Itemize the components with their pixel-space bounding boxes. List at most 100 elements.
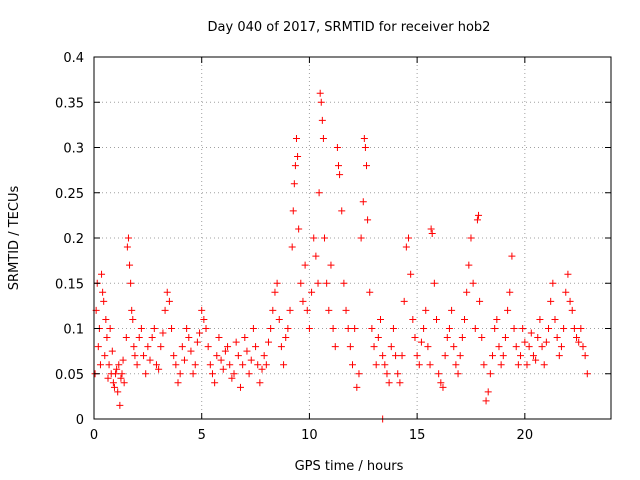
data-point xyxy=(517,352,525,360)
data-point xyxy=(291,162,299,170)
data-point xyxy=(137,325,145,332)
data-point xyxy=(243,347,251,355)
data-point xyxy=(308,288,316,296)
data-point xyxy=(547,297,555,305)
data-point xyxy=(570,325,578,332)
data-point xyxy=(262,361,270,369)
data-point xyxy=(128,306,136,314)
data-point xyxy=(119,356,127,364)
data-point xyxy=(131,352,139,360)
data-point xyxy=(327,261,335,269)
data-point xyxy=(357,234,365,242)
data-point xyxy=(346,343,354,351)
data-point xyxy=(140,352,148,360)
data-point xyxy=(583,370,591,378)
data-point xyxy=(573,334,581,342)
data-point xyxy=(206,361,214,369)
data-point xyxy=(180,356,188,364)
data-point xyxy=(360,134,368,142)
data-point xyxy=(555,352,563,360)
data-point xyxy=(312,252,320,260)
data-point xyxy=(471,325,479,332)
data-point xyxy=(113,365,121,373)
data-point xyxy=(260,352,268,360)
data-point xyxy=(284,325,292,332)
data-point xyxy=(441,352,449,360)
data-point xyxy=(422,306,430,314)
data-point xyxy=(152,361,160,369)
data-point xyxy=(120,379,128,387)
data-point xyxy=(122,334,130,342)
data-point xyxy=(435,370,443,378)
data-point xyxy=(529,352,537,360)
data-point xyxy=(501,334,509,342)
data-point xyxy=(340,279,348,287)
data-point xyxy=(491,325,499,332)
data-point xyxy=(428,229,436,237)
data-point xyxy=(407,270,415,278)
data-point xyxy=(106,325,114,332)
data-point xyxy=(512,343,520,351)
data-point xyxy=(133,361,141,369)
data-point xyxy=(288,243,296,251)
data-point xyxy=(103,334,111,342)
data-point xyxy=(185,334,193,342)
data-point xyxy=(264,338,272,346)
data-point xyxy=(545,325,553,332)
x-tick-label: 0 xyxy=(90,428,98,443)
data-point xyxy=(396,379,404,387)
data-point xyxy=(256,379,264,387)
data-point xyxy=(317,98,325,106)
data-point xyxy=(575,338,583,346)
x-tick-label: 15 xyxy=(409,428,426,443)
data-point xyxy=(427,225,435,233)
data-point xyxy=(514,361,522,369)
data-point xyxy=(289,207,297,215)
data-point xyxy=(473,216,481,224)
data-point xyxy=(370,343,378,351)
y-tick-label: 0.4 xyxy=(63,51,84,66)
chart-title: Day 040 of 2017, SRMTID for receiver hob… xyxy=(208,20,491,35)
data-point xyxy=(112,370,120,378)
data-point xyxy=(377,315,385,323)
x-axis-ticks: 0 5 10 15 20 xyxy=(90,57,533,443)
data-point xyxy=(430,279,438,287)
data-point xyxy=(469,279,477,287)
data-point xyxy=(254,361,262,369)
data-point xyxy=(101,352,109,360)
data-point xyxy=(159,329,167,337)
data-point xyxy=(387,343,395,351)
data-point xyxy=(130,343,138,351)
data-point xyxy=(475,211,483,219)
data-point xyxy=(392,352,400,360)
data-point xyxy=(94,343,102,351)
data-point xyxy=(413,352,421,360)
data-point xyxy=(523,361,531,369)
data-point xyxy=(424,343,432,351)
data-point xyxy=(204,343,212,351)
data-point xyxy=(454,370,462,378)
data-point xyxy=(443,334,451,342)
data-point xyxy=(99,288,107,296)
data-point xyxy=(351,325,359,332)
data-point xyxy=(445,325,453,332)
data-point xyxy=(282,334,290,342)
y-tick-label: 0.3 xyxy=(63,142,84,157)
data-point xyxy=(168,325,176,332)
data-point xyxy=(402,243,410,251)
data-point xyxy=(486,370,494,378)
data-point xyxy=(480,361,488,369)
data-point xyxy=(355,370,363,378)
data-point xyxy=(385,379,393,387)
data-point xyxy=(129,315,137,323)
data-point xyxy=(299,297,307,305)
data-point xyxy=(568,306,576,314)
data-point xyxy=(249,325,257,332)
data-point xyxy=(118,370,126,378)
data-point xyxy=(478,334,486,342)
data-point xyxy=(538,343,546,351)
y-tick-label: 0.25 xyxy=(55,187,84,202)
data-point xyxy=(463,288,471,296)
data-point xyxy=(374,334,382,342)
data-point xyxy=(542,338,550,346)
